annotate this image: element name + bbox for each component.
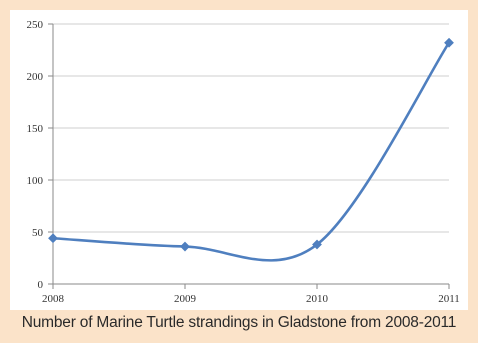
y-tick-label: 250	[27, 19, 44, 31]
y-tick-label: 150	[27, 123, 44, 135]
y-tick-label: 0	[38, 279, 44, 291]
x-tick-label: 2011	[438, 293, 460, 305]
y-tick-label: 200	[27, 71, 44, 83]
x-tick-label: 2010	[306, 293, 329, 305]
y-tick-label: 100	[27, 175, 44, 187]
x-tick-label: 2008	[42, 293, 65, 305]
x-tick-label: 2009	[174, 293, 197, 305]
chart-background	[10, 10, 468, 310]
y-tick-label: 50	[32, 227, 44, 239]
chart-caption: Number of Marine Turtle strandings in Gl…	[0, 314, 478, 332]
